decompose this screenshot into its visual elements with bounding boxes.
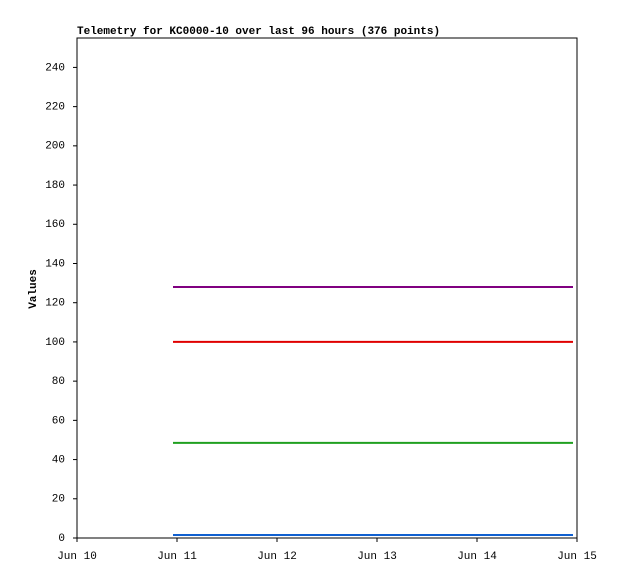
chart-title: Telemetry for KC0000-10 over last 96 hou…	[77, 26, 440, 38]
y-tick-label: 140	[45, 258, 65, 270]
y-tick-label: 200	[45, 141, 65, 153]
x-tick-label: Jun 10	[57, 551, 97, 563]
y-tick-label: 100	[45, 337, 65, 349]
y-axis-label: Values	[28, 269, 40, 309]
y-tick-label: 160	[45, 219, 65, 231]
x-tick-label: Jun 15	[557, 551, 597, 563]
x-tick-label: Jun 13	[357, 551, 397, 563]
y-tick-label: 120	[45, 298, 65, 310]
y-tick-label: 40	[52, 454, 65, 466]
y-tick-label: 240	[45, 62, 65, 74]
x-tick-label: Jun 11	[157, 551, 197, 563]
y-tick-label: 0	[58, 533, 65, 545]
x-tick-label: Jun 12	[257, 551, 297, 563]
y-tick-label: 80	[52, 376, 65, 388]
y-tick-label: 180	[45, 180, 65, 192]
y-tick-label: 60	[52, 415, 65, 427]
plot-frame	[76, 37, 578, 539]
x-tick-label: Jun 14	[457, 551, 497, 563]
y-tick-label: 20	[52, 494, 65, 506]
y-tick-label: 220	[45, 102, 65, 114]
